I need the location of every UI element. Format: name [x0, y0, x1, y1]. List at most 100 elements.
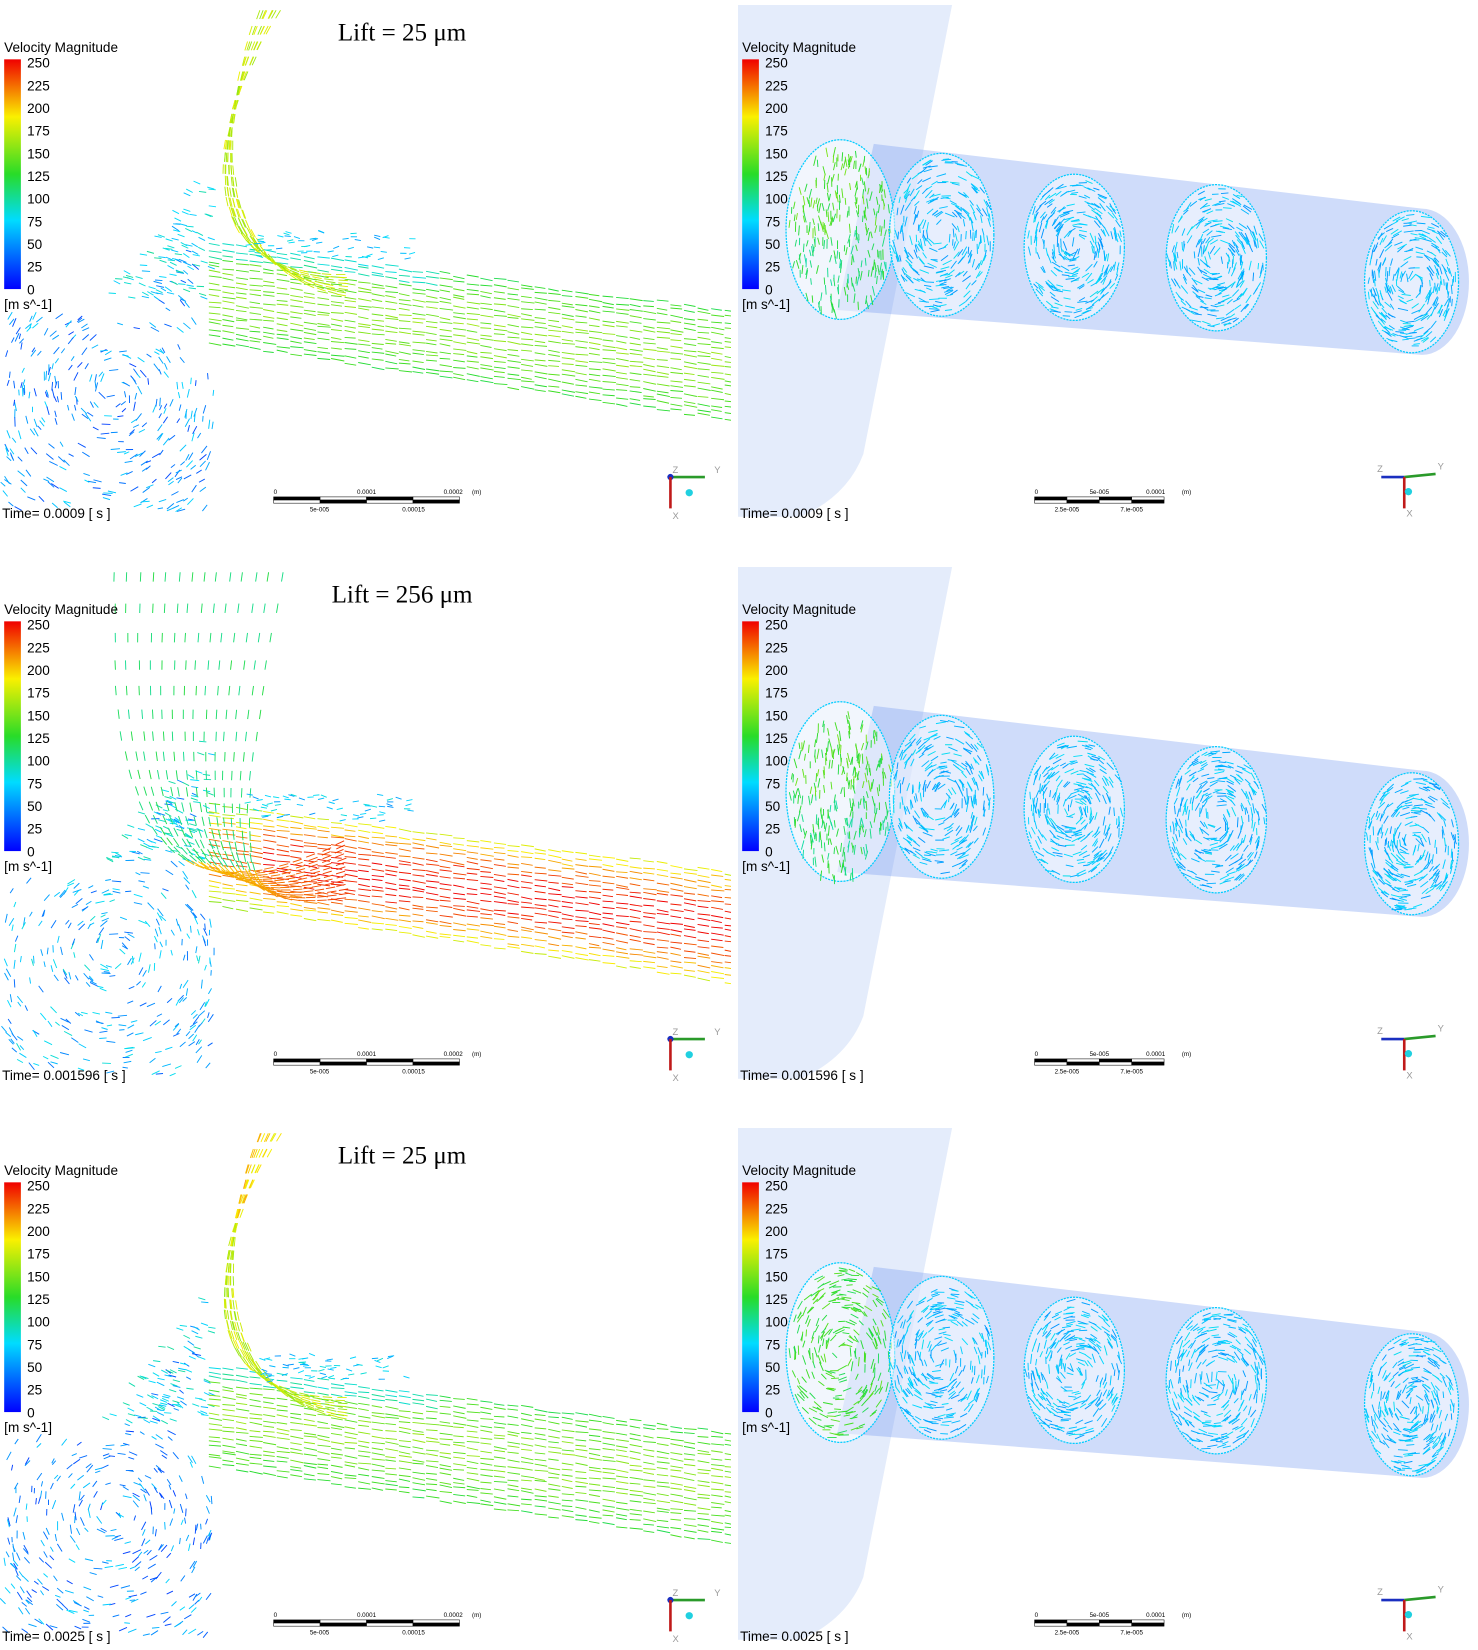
velocity-vector: [304, 918, 316, 920]
velocity-vector: [684, 880, 696, 883]
velocity-vector: [412, 908, 423, 909]
velocity-vector: [244, 660, 245, 669]
velocity-vector: [851, 779, 852, 789]
velocity-vector: [119, 351, 127, 352]
velocity-vector: [164, 324, 171, 327]
velocity-vector: [209, 319, 222, 321]
velocity-vector: [399, 915, 411, 916]
velocity-vector: [657, 862, 668, 864]
velocity-vector: [158, 424, 163, 430]
velocity-vector: [508, 900, 519, 902]
velocity-vector: [248, 710, 249, 719]
velocity-vector: [711, 901, 724, 902]
velocity-vector: [68, 337, 73, 344]
velocity-vector: [521, 314, 532, 316]
velocity-vector: [18, 1002, 21, 1006]
velocity-vector: [1, 1026, 6, 1032]
velocity-vector: [182, 802, 184, 811]
flow-field: [738, 5, 1469, 517]
velocity-vector: [170, 1073, 176, 1076]
velocity-vector: [616, 916, 629, 917]
velocity-vector: [159, 276, 166, 277]
velocity-vector: [333, 246, 339, 248]
velocity-vector: [657, 351, 670, 352]
velocity-vector: [78, 921, 84, 925]
velocity-vector: [263, 819, 273, 821]
velocity-vector: [643, 374, 656, 376]
velocity-vector: [453, 360, 465, 362]
velocity-vector: [304, 894, 313, 895]
velocity-vector: [140, 1003, 147, 1006]
velocity-vector: [467, 841, 479, 842]
velocity-vector: [257, 799, 263, 800]
velocity-vector: [200, 803, 202, 812]
velocity-vector: [698, 319, 708, 320]
velocity-vector: [286, 232, 292, 234]
velocity-vector: [236, 900, 248, 901]
velocity-vector: [101, 373, 104, 381]
velocity-vector: [208, 266, 215, 268]
scale-label: 0.00015: [402, 507, 425, 514]
velocity-vector: [112, 857, 119, 858]
velocity-vector: [191, 465, 196, 469]
velocity-vector: [412, 863, 423, 865]
velocity-vector: [345, 874, 358, 877]
velocity-vector: [508, 946, 520, 948]
velocity-vector: [630, 322, 642, 324]
velocity-vector: [290, 341, 301, 343]
velocity-vector: [153, 405, 156, 413]
velocity-vector: [562, 868, 575, 869]
velocity-vector: [12, 438, 16, 443]
velocity-vector: [412, 839, 425, 841]
velocity-vector: [684, 962, 696, 963]
velocity-vector: [345, 906, 357, 908]
velocity-vector: [521, 309, 533, 310]
velocity-vector: [165, 287, 172, 292]
velocity-vector: [643, 961, 655, 962]
velocity-vector: [154, 236, 161, 237]
velocity-vector: [263, 304, 276, 305]
velocity-vector: [188, 775, 194, 779]
velocity-vector: [440, 922, 452, 924]
velocity-vector: [698, 351, 711, 354]
velocity-vector: [643, 967, 655, 969]
velocity-vector: [426, 326, 437, 327]
velocity-vector: [562, 956, 575, 959]
velocity-vector: [323, 867, 332, 870]
velocity-vector: [229, 686, 230, 695]
velocity-vector: [158, 508, 163, 509]
velocity-vector: [670, 305, 681, 306]
velocity-vector: [562, 851, 574, 853]
velocity-vector: [180, 461, 184, 465]
velocity-vector: [399, 872, 411, 873]
velocity-vector: [385, 296, 395, 298]
velocity-vector: [168, 265, 174, 269]
velocity-vector: [589, 325, 600, 326]
velocity-vector: [82, 452, 89, 457]
velocity-vector: [177, 418, 180, 422]
velocity-vector: [684, 328, 696, 330]
velocity-vector: [643, 899, 655, 901]
velocity-vector: [348, 247, 354, 249]
velocity-vector: [311, 871, 320, 874]
velocity-vector: [152, 710, 153, 719]
velocity-vector: [32, 959, 34, 966]
velocity-vector: [1452, 299, 1453, 306]
velocity-vector: [603, 876, 615, 877]
velocity-vector: [562, 902, 573, 904]
velocity-vector: [304, 296, 315, 298]
velocity-vector: [134, 504, 142, 507]
velocity-vector: [657, 893, 668, 895]
velocity-vector: [345, 846, 357, 848]
velocity-vector: [250, 853, 252, 862]
velocity-vector: [372, 890, 384, 891]
velocity-vector: [290, 329, 303, 331]
velocity-vector: [331, 910, 344, 913]
velocity-vector: [304, 302, 315, 304]
velocity-vector: [1065, 312, 1073, 313]
velocity-vector: [562, 883, 573, 885]
velocity-vector: [508, 917, 520, 918]
velocity-vector: [508, 944, 520, 946]
velocity-vector: [209, 265, 219, 267]
velocity-vector: [440, 336, 452, 337]
